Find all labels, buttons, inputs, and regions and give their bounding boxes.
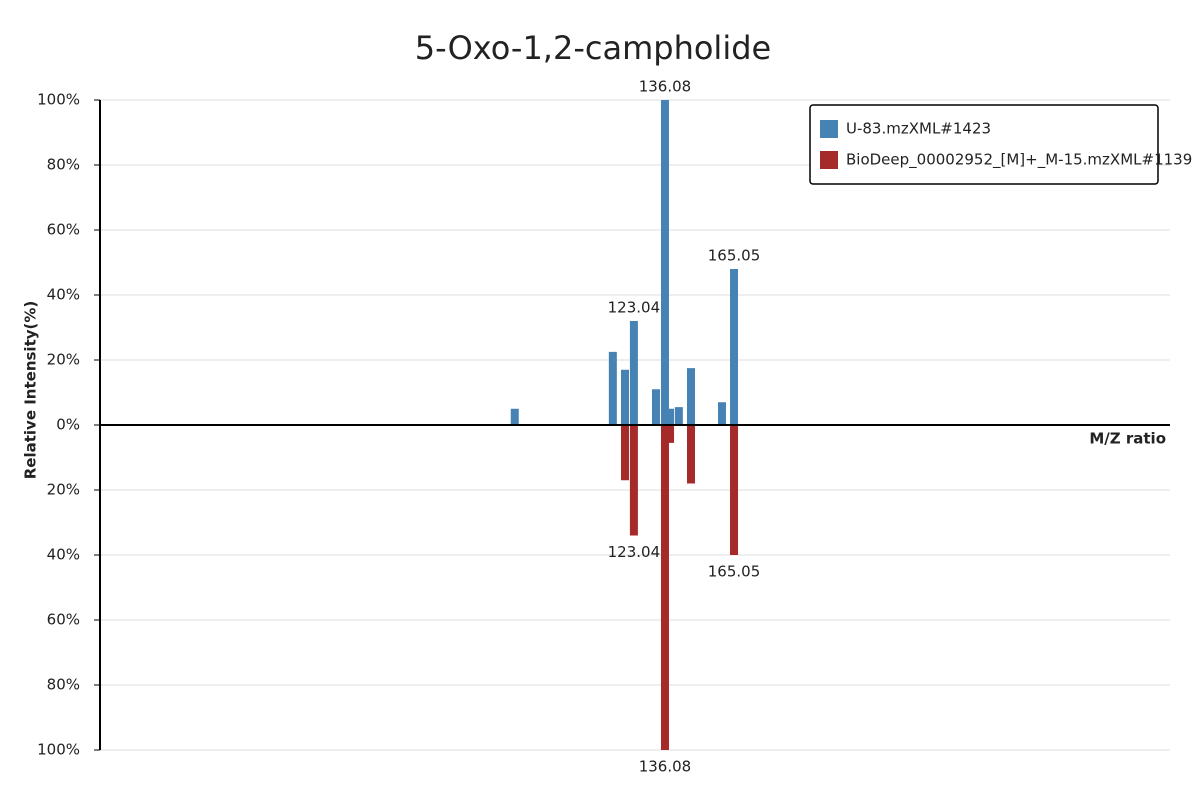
peak-label: 123.04 <box>608 543 661 561</box>
peak-label: 165.05 <box>708 247 761 265</box>
peak-bar <box>674 407 683 425</box>
y-tick-label: 80% <box>47 156 80 174</box>
peak-bar <box>687 425 696 484</box>
legend-swatch <box>820 120 838 138</box>
chart-title: 5-Oxo-1,2-campholide <box>415 29 771 67</box>
peak-bar <box>510 408 519 425</box>
y-tick-label: 0% <box>56 416 80 434</box>
y-tick-label: 60% <box>47 221 80 239</box>
peak-label: 123.04 <box>608 299 661 317</box>
peak-bar <box>660 425 669 750</box>
peak-label: 136.08 <box>639 78 692 96</box>
peak-bar <box>717 402 726 425</box>
y-tick-label: 40% <box>47 546 80 564</box>
peak-bar <box>620 425 629 481</box>
legend-label: BioDeep_00002952_[M]+_M-15.mzXML#1139 <box>846 151 1192 170</box>
y-tick-label: 80% <box>47 676 80 694</box>
peak-label: 165.05 <box>708 563 761 581</box>
y-tick-label: 20% <box>47 351 80 369</box>
legend-label: U-83.mzXML#1423 <box>846 120 991 138</box>
peak-label: 136.08 <box>639 758 692 776</box>
y-tick-label: 60% <box>47 611 80 629</box>
peak-bar <box>666 408 675 425</box>
peak-bar <box>660 100 669 425</box>
peak-bar <box>629 321 638 425</box>
y-tick-label: 100% <box>37 91 80 109</box>
peak-bar <box>608 351 617 425</box>
legend-swatch <box>820 151 838 169</box>
peak-bar <box>629 425 638 536</box>
y-tick-label: 100% <box>37 741 80 759</box>
y-axis-label: Relative Intensity(%) <box>22 301 40 480</box>
legend-box <box>809 104 1159 185</box>
peak-bar <box>730 269 739 425</box>
y-tick-label: 20% <box>47 481 80 499</box>
peak-bar <box>666 425 675 443</box>
peak-bar <box>651 389 660 425</box>
x-axis-label: M/Z ratio <box>1089 430 1166 448</box>
peak-bar <box>730 425 739 555</box>
peak-bar <box>620 369 629 425</box>
peak-bar <box>687 368 696 425</box>
y-tick-label: 40% <box>47 286 80 304</box>
